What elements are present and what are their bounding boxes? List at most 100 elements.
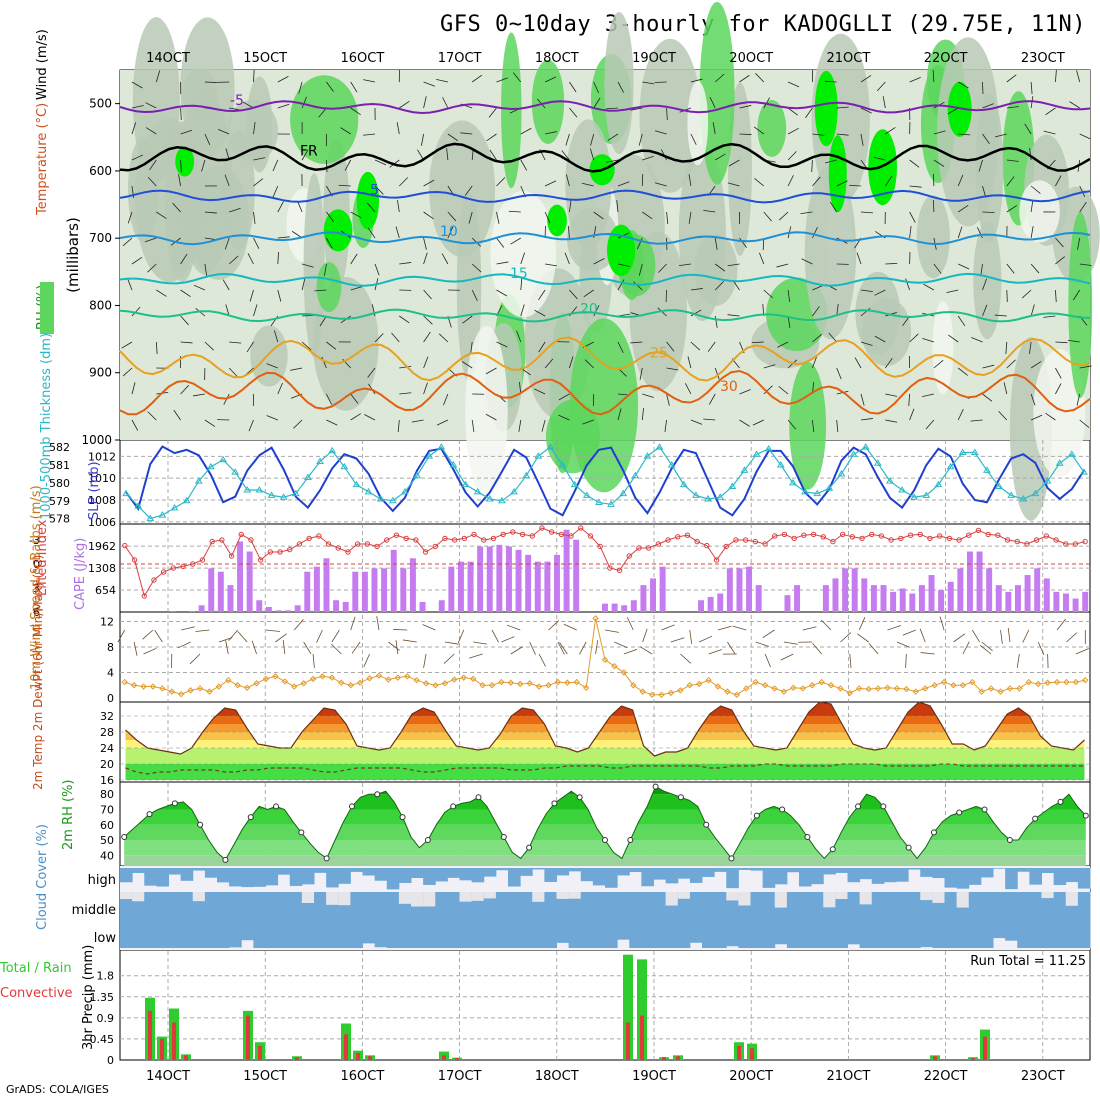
cape-bar — [237, 541, 244, 612]
lifted-marker — [888, 537, 894, 543]
cape-bar — [246, 551, 253, 612]
wind-barb — [443, 653, 455, 664]
wind-barb — [714, 237, 718, 250]
wind-barb — [277, 76, 289, 83]
lifted-marker — [228, 553, 235, 559]
rh-contour-fill — [757, 99, 787, 157]
isotherm-line — [119, 142, 1091, 173]
wind-barb — [905, 653, 907, 669]
temp-band — [125, 740, 1085, 748]
wind-marker — [790, 684, 797, 692]
wind-marker — [159, 685, 166, 692]
wind-barb — [982, 393, 993, 402]
wind-barb — [763, 289, 773, 299]
wind-barb — [1037, 641, 1045, 655]
wind-barb — [181, 626, 195, 631]
wind-marker — [262, 675, 270, 683]
wind-barb — [363, 653, 370, 667]
wind-barb — [324, 263, 327, 276]
wind-barb — [639, 646, 653, 655]
wind-barb — [350, 81, 358, 93]
wind-marker — [413, 676, 420, 684]
wind-barb — [277, 382, 283, 395]
wind-barb — [1076, 70, 1081, 83]
wind-marker — [178, 690, 185, 698]
rh-marker — [273, 803, 280, 810]
cloud-high-cell — [144, 868, 157, 886]
thickness-marker — [473, 487, 482, 495]
lifted-marker — [122, 542, 128, 549]
cloud-high-cell — [1041, 868, 1055, 874]
wind-barb — [470, 341, 473, 354]
wind-barb — [201, 159, 206, 172]
rh-tick-label: 40 — [100, 849, 114, 862]
thickness-marker — [364, 487, 373, 495]
precip-conv-bar — [258, 1045, 262, 1060]
wind-barb — [971, 629, 980, 643]
wind-barb — [812, 226, 818, 239]
cloud-mid-low-cell — [192, 892, 206, 948]
temp-axis-label: 2m Temp 2m DewPt (6hr Min/Max) (°C) — [31, 555, 45, 790]
wind-barb — [1030, 263, 1040, 274]
precip-conv-bar — [295, 1057, 299, 1060]
wind-marker — [950, 682, 957, 689]
rh-contour-high — [547, 204, 567, 237]
wind-barb — [180, 384, 190, 395]
wind-barb — [558, 414, 570, 421]
wind-barb — [783, 641, 798, 645]
cloud-mid-low-cell — [786, 892, 800, 948]
isotherm-label: 10 — [440, 224, 458, 240]
cape-bar — [717, 593, 724, 612]
precip-conv-bar — [640, 1015, 644, 1060]
wind-marker — [1025, 678, 1032, 686]
wind-barb — [485, 367, 497, 375]
isotherm-line — [119, 272, 1091, 287]
wind-barb — [399, 392, 412, 395]
cloud-high-cell — [508, 868, 521, 887]
wind-barb — [442, 97, 449, 109]
cloud-high-cell — [932, 868, 945, 879]
wind-barb — [666, 341, 675, 352]
lifted-marker — [267, 549, 274, 555]
cloud-gap-cell — [956, 892, 970, 908]
wind-barb — [229, 207, 241, 213]
cloud-mid-low-cell — [762, 892, 776, 948]
wind-barb — [301, 96, 307, 109]
top-date-label: 20OCT — [729, 51, 773, 66]
wind-barb — [995, 133, 1007, 138]
wind-barb — [752, 419, 764, 426]
precip-conv-bar — [933, 1056, 937, 1060]
wind-barb — [982, 133, 990, 144]
wind-barb — [874, 289, 886, 296]
wind-barb — [1055, 341, 1068, 344]
cloud-gap-cell — [1065, 892, 1079, 906]
cloud-high-cell — [447, 868, 460, 878]
wind-barb — [462, 315, 473, 324]
cloud-axis-label: Cloud Cover (%) — [35, 824, 50, 930]
wind-barb — [616, 200, 619, 213]
isotherm-label: 15 — [510, 266, 528, 282]
thickness-marker — [328, 446, 337, 454]
wind-barb — [178, 174, 181, 187]
wind-barb — [396, 122, 400, 135]
wind-barb — [326, 159, 328, 173]
wind-barb — [582, 419, 594, 425]
wind-barb — [293, 619, 304, 631]
cape-bar — [986, 568, 993, 612]
lifted-marker — [1053, 537, 1059, 543]
thickness-marker — [861, 443, 870, 450]
rh-marker — [627, 837, 634, 844]
cloud-high-cell — [459, 868, 473, 881]
lifted-marker — [713, 557, 720, 563]
lifted-marker — [1014, 538, 1020, 545]
thickness-marker — [219, 455, 227, 463]
wind-barb — [468, 211, 473, 224]
wind-barb — [581, 182, 594, 187]
wind-barb — [204, 341, 214, 351]
cape-bar — [198, 605, 205, 612]
cape-bar — [265, 606, 272, 612]
rh-marker — [475, 794, 482, 801]
cloud-mid-low-cell — [1029, 892, 1042, 948]
lifted-marker — [665, 537, 671, 543]
rh-marker — [348, 803, 355, 810]
